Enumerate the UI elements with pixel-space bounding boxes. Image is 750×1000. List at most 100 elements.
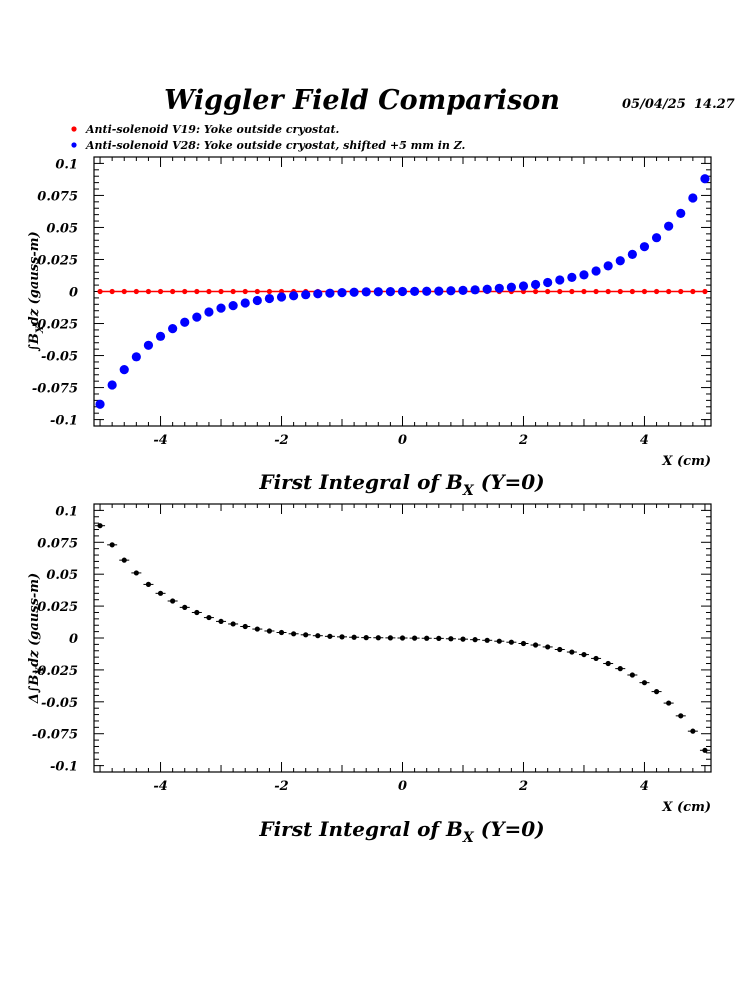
data-point <box>557 288 563 295</box>
data-point <box>131 352 141 362</box>
data-point <box>218 288 224 295</box>
data-point <box>145 288 152 295</box>
data-point <box>264 293 275 304</box>
x-tick-label: -2 <box>274 779 288 794</box>
x-tick-label: 4 <box>640 433 649 448</box>
y-tick-label: -0.075 <box>32 382 78 397</box>
x-tick-label: 0 <box>398 779 407 794</box>
data-point <box>666 700 672 706</box>
data-point <box>182 288 188 295</box>
x-tick-label: -4 <box>153 779 167 794</box>
data-point <box>506 282 516 292</box>
data-point <box>494 283 504 293</box>
data-point <box>155 331 166 341</box>
data-point <box>313 289 323 299</box>
x-tick-label: 2 <box>518 779 528 794</box>
data-point <box>361 287 371 297</box>
data-point <box>615 256 625 266</box>
x-tick-label: 4 <box>640 779 649 794</box>
x-axis-label: X (cm) <box>661 800 711 815</box>
data-point <box>617 288 623 295</box>
y-tick-label: 0 <box>69 632 78 647</box>
data-point <box>543 277 553 288</box>
data-point <box>557 646 563 653</box>
data-point <box>424 635 430 641</box>
plot-caption: First Integral of BX (Y=0) <box>258 470 544 499</box>
data-point <box>230 288 236 295</box>
data-point <box>545 288 551 295</box>
x-tick-label: -2 <box>274 433 288 448</box>
data-point <box>532 288 539 295</box>
data-point <box>216 303 226 313</box>
legend: Anti-solenoid V19: Yoke outside cryostat… <box>71 123 466 152</box>
data-point <box>337 288 347 298</box>
data-point <box>434 286 444 296</box>
data-point <box>397 286 408 297</box>
data-point <box>399 635 406 641</box>
data-point <box>448 636 454 642</box>
data-point <box>627 249 637 259</box>
data-point <box>678 713 684 719</box>
data-point <box>690 288 696 295</box>
data-point <box>676 208 686 218</box>
data-point <box>569 288 575 295</box>
y-tick-label: -0.025 <box>32 664 78 679</box>
data-point <box>581 288 587 295</box>
data-point <box>228 300 238 311</box>
data-point <box>254 626 260 632</box>
data-point <box>605 288 611 295</box>
data-point <box>666 288 672 295</box>
data-point <box>373 287 383 297</box>
figure-title: Wiggler Field Comparison <box>164 85 560 116</box>
y-tick-label: -0.1 <box>50 760 78 775</box>
series-0 <box>95 523 710 753</box>
bottom-plot: -4 -2 0 2 4 0.1 0.075 0.05 0.025 0 -0.025 -0.05 -0.0… <box>27 503 712 846</box>
data-point <box>325 288 335 298</box>
data-point <box>422 286 432 296</box>
data-point <box>641 680 648 686</box>
y-tick-label: 0.05 <box>46 568 78 583</box>
data-point <box>230 621 236 627</box>
data-point <box>121 288 127 295</box>
legend-label-v19: Anti-solenoid V19: Yoke outside cryostat… <box>85 123 340 136</box>
legend-label-v28: Anti-solenoid V28: Yoke outside cryostat… <box>85 139 466 152</box>
data-point <box>436 635 442 641</box>
data-point <box>252 295 262 306</box>
data-point <box>593 655 599 662</box>
data-point <box>157 288 164 295</box>
data-point <box>520 640 527 647</box>
data-point <box>180 317 190 327</box>
data-point <box>702 288 708 295</box>
data-point <box>168 324 178 334</box>
data-point <box>591 266 601 276</box>
y-tick-label: -0.075 <box>32 728 78 743</box>
x-tick-label: 2 <box>518 433 528 448</box>
data-point <box>303 632 309 638</box>
data-point <box>446 286 456 296</box>
data-point <box>266 288 273 295</box>
data-point <box>240 298 250 308</box>
data-point <box>242 288 248 295</box>
data-point <box>651 233 662 243</box>
data-point <box>629 288 635 295</box>
data-point <box>700 174 710 184</box>
data-point <box>327 633 333 639</box>
data-point <box>363 635 369 641</box>
data-point <box>484 637 490 643</box>
data-point <box>567 272 577 283</box>
legend-marker-v28 <box>71 142 77 148</box>
data-point <box>639 242 650 252</box>
data-point <box>496 638 502 644</box>
y-tick-label: 0 <box>69 286 78 301</box>
data-point <box>289 291 299 301</box>
data-point <box>276 292 287 302</box>
data-point <box>206 288 212 295</box>
data-point <box>301 290 311 300</box>
data-point <box>119 365 129 375</box>
figure-date: 05/04/25 <box>622 97 686 112</box>
data-point <box>593 288 599 295</box>
plot-caption: First Integral of BX (Y=0) <box>258 817 544 846</box>
y-axis-label: Δ∫BXdz (gauss-m) <box>27 573 46 704</box>
data-point <box>545 644 551 650</box>
data-point <box>351 634 357 640</box>
